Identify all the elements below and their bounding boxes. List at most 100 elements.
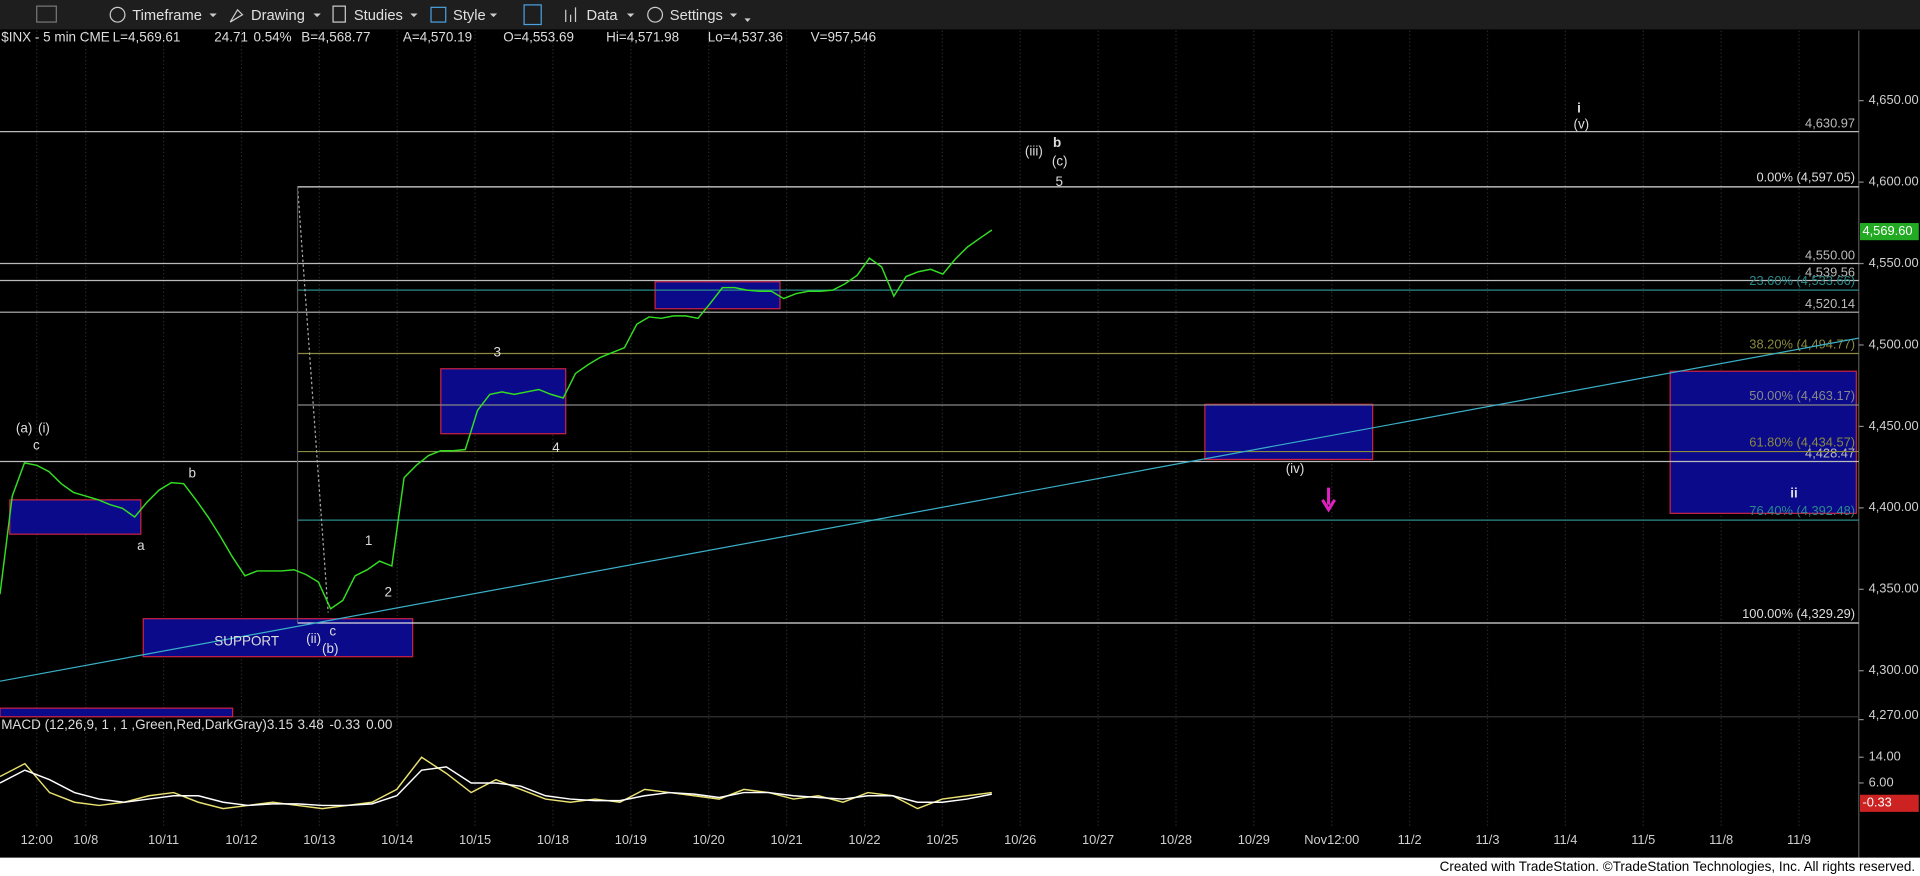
x-tick-label: 11/9 — [1787, 832, 1811, 847]
y-tick-label: 4,650.00 — [1869, 92, 1919, 107]
y-tick-label: 4,270.00 — [1869, 707, 1919, 722]
plot — [0, 229, 993, 810]
fib-level-label: 100.00% (4,329.29) — [1742, 606, 1855, 621]
x-tick-label: 10/29 — [1238, 832, 1270, 847]
icon[interactable] — [332, 5, 346, 23]
info: O=4,553.69 — [503, 30, 574, 45]
x-tick-label: 10/18 — [537, 832, 569, 847]
y-tick-label: 4,400.00 — [1869, 499, 1919, 514]
toolbar-button[interactable]: Data — [587, 8, 619, 24]
wave-label: (b) — [322, 641, 338, 656]
macd-header: MACD (12,26,9, 1 , 1 ,Green,Red,DarkGray… — [1, 717, 392, 732]
icon[interactable] — [109, 6, 126, 23]
levels: 4,630.97 4,550.00 4,539.56 4,520.14 4,428.47… — [0, 116, 1859, 624]
toolbar-button[interactable]: Studies — [354, 8, 403, 24]
wave-label: c — [329, 624, 336, 639]
wave-label: (a) — [16, 420, 32, 435]
fib-level-label: 50.00% (4,463.17) — [1749, 388, 1855, 403]
x-tick-label: 10/26 — [1004, 832, 1036, 847]
price-line — [0, 766, 992, 807]
footer: Created with TradeStation. ©TradeStation… — [1440, 859, 1915, 874]
fib-level-label: 76.40% (4,392.48) — [1749, 503, 1855, 518]
x-tick-label: 10/13 — [303, 832, 335, 847]
info: Hi=4,571.98 — [606, 30, 679, 45]
x-tick-label: 10/22 — [848, 832, 880, 847]
wave-label: (iii) — [1025, 143, 1043, 158]
y-tick-label: 4,550.00 — [1869, 255, 1919, 270]
wave-label: (v) — [1573, 117, 1589, 132]
icon[interactable] — [430, 6, 447, 23]
readout: 3.48 — [298, 717, 324, 732]
wave-label: b — [189, 466, 196, 481]
y-tick-label: 6.00 — [1869, 774, 1894, 789]
info: 24.71 — [214, 30, 248, 45]
readout: 3.15 — [267, 717, 293, 732]
icon[interactable] — [647, 6, 664, 23]
zones — [0, 281, 1857, 718]
icon[interactable] — [523, 4, 542, 26]
wave-label: i — [1577, 101, 1581, 116]
x-tick-label: 10/12 — [225, 832, 257, 847]
x-tick-label: 11/5 — [1631, 832, 1655, 847]
price-level-label: 4,520.14 — [1805, 296, 1855, 311]
x-tick-label: 10/14 — [381, 832, 413, 847]
wave-label: (i) — [38, 420, 50, 435]
y-tick-label: 4,500.00 — [1869, 336, 1919, 351]
wave-label: (ii) — [306, 631, 321, 646]
icon[interactable] — [565, 7, 577, 23]
wave-label: c — [33, 438, 40, 453]
wave-label: 1 — [365, 533, 372, 548]
price-level-label: 4,428.47 — [1805, 446, 1855, 461]
icon[interactable] — [36, 5, 57, 23]
toolbar-button[interactable]: Timeframe — [132, 8, 202, 24]
y-tick-label: 14.00 — [1869, 749, 1901, 764]
last-value-label: 4,569.60 — [1862, 223, 1912, 238]
x-tick-label: Nov12:00 — [1304, 832, 1359, 847]
wave-label: ii — [1790, 485, 1797, 500]
y-tick-label: 4,300.00 — [1869, 662, 1919, 677]
x-tick-label: 10/25 — [926, 832, 958, 847]
fib-level-label: 38.20% (4,494.77) — [1749, 336, 1855, 351]
x-tick-label: 10/21 — [771, 832, 803, 847]
price-level-label: 4,539.56 — [1805, 265, 1855, 280]
x-tick-label: 11/4 — [1553, 832, 1577, 847]
wave-labels: (a) (i) c b a 1 2 c (ii) (b) SUPPORT 3 4… — [16, 101, 1798, 656]
info: V=957,546 — [811, 30, 877, 45]
x-tick-label: 11/8 — [1709, 832, 1733, 847]
last-value-box — [1860, 223, 1919, 241]
wave-label: (iv) — [1286, 461, 1305, 476]
fib-level-label: 23.60% (4,533.66) — [1749, 273, 1855, 288]
zone-label: SUPPORT — [214, 634, 279, 649]
y-tick-label: 4,350.00 — [1869, 581, 1919, 596]
arrow — [1321, 487, 1336, 513]
info: $INX - 5 min CME — [1, 30, 110, 45]
y-tick-label: 4,600.00 — [1869, 173, 1919, 188]
last-value-box — [1860, 794, 1919, 812]
grid — [36, 30, 1800, 827]
info: A=4,570.19 — [403, 30, 472, 45]
dropdown-arrows — [209, 13, 751, 23]
fib-level-label: 61.80% (4,434.57) — [1749, 434, 1855, 449]
toolbar-button[interactable]: Drawing — [251, 8, 305, 24]
footer-bar — [0, 857, 1920, 876]
toolbar-button[interactable]: Settings — [670, 8, 723, 24]
icon[interactable] — [229, 8, 244, 23]
x-tick-label: 10/15 — [459, 832, 491, 847]
x-tick-label: 10/20 — [693, 832, 725, 847]
wave-label: 4 — [552, 440, 560, 455]
symbol-info: $INX - 5 min CME L=4,569.61 24.71 0.54% … — [1, 30, 876, 45]
x-tick-label: 12:00 — [21, 832, 53, 847]
x-tick-label: 10/27 — [1082, 832, 1114, 847]
toolbar-button[interactable]: Style — [453, 8, 486, 24]
wave-label: 3 — [493, 344, 500, 359]
wave-label: 5 — [1056, 174, 1063, 189]
wave-label: b — [1053, 135, 1061, 150]
x-tick-label: 10/8 — [73, 832, 98, 847]
wave-label: (c) — [1052, 153, 1068, 168]
indicator-title: MACD (12,26,9, 1 , 1 ,Green,Red,DarkGray… — [1, 717, 267, 732]
price-line — [0, 229, 993, 610]
trendline — [0, 337, 1859, 682]
